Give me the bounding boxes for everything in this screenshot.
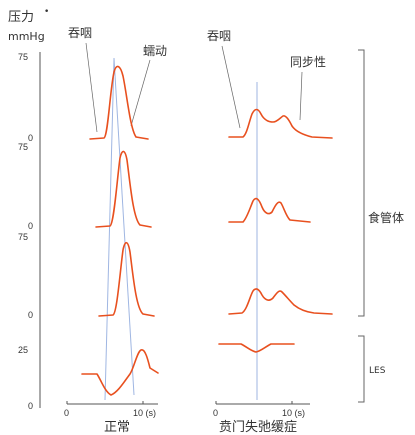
x-tick-right-0: 0 <box>213 408 218 418</box>
normal-label: 正常 <box>104 420 130 435</box>
x-tick-left-0: 0 <box>64 408 69 418</box>
synchronous-leader <box>299 71 303 121</box>
achalasia-trace-row1 <box>228 108 333 139</box>
x-tick-left-10: 10 (s) <box>133 408 156 418</box>
unit-label: mmHg <box>8 30 45 43</box>
y-tick-row1-bottom: 0 <box>28 133 33 143</box>
swallow-label-right: 吞咽 <box>207 29 231 43</box>
swallow-line-left-b <box>113 57 135 396</box>
peristalsis-leader <box>130 59 151 127</box>
esophageal-body-bracket <box>358 49 365 317</box>
y-tick-row3-bottom: 0 <box>28 310 33 320</box>
achalasia-trace-les <box>218 343 295 353</box>
achalasia-trace-row3 <box>228 288 333 315</box>
normal-trace-row1 <box>89 65 149 140</box>
y-tick-row2-bottom: 0 <box>28 221 33 231</box>
pressure-dot: • <box>44 7 49 17</box>
swallow-line-left-a <box>104 57 115 401</box>
x-tick-right-10: 10 (s) <box>282 408 305 418</box>
esophageal-body-label: 食管体 <box>368 210 404 225</box>
normal-trace-row3 <box>98 241 155 317</box>
y-tick-row1-top: 75 <box>18 52 28 62</box>
achalasia-trace-row2 <box>228 197 311 223</box>
synchronous-label: 同步性 <box>290 55 326 69</box>
les-label: LES <box>369 366 386 376</box>
les-bracket <box>358 335 365 403</box>
swallow-leader-right <box>221 45 241 129</box>
normal-trace-les <box>81 349 159 396</box>
y-tick-row4-bottom: 0 <box>28 401 33 411</box>
y-tick-row3-top: 75 <box>18 232 28 242</box>
y-tick-row4-top: 25 <box>18 345 28 355</box>
swallow-label-left: 吞咽 <box>68 26 92 40</box>
swallow-leader-left <box>85 42 98 133</box>
peristalsis-label: 蠕动 <box>143 44 167 58</box>
y-tick-row2-top: 75 <box>18 142 28 152</box>
achalasia-label: 贲门失弛缓症 <box>219 420 297 435</box>
pressure-label: 压力 <box>8 10 34 25</box>
normal-trace-row2 <box>95 150 152 228</box>
